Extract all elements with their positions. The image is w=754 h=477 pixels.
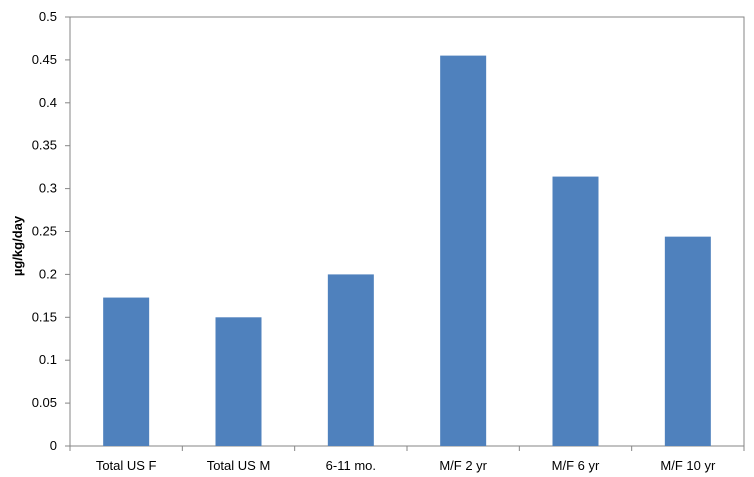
x-tick-label: M/F 6 yr	[552, 458, 600, 473]
bar	[215, 317, 262, 446]
y-tick-label: 0	[50, 438, 57, 453]
x-tick-label: 6-11 mo.	[326, 458, 376, 473]
y-tick-label: 0.05	[32, 395, 57, 410]
y-tick-label: 0.5	[39, 9, 57, 24]
bar	[327, 274, 374, 446]
y-tick-label: 0.4	[39, 95, 57, 110]
y-axis-title: µg/kg/day	[10, 215, 25, 276]
bar	[440, 55, 487, 447]
x-tick-label: Total US F	[96, 458, 157, 473]
x-tick-label: Total US M	[207, 458, 271, 473]
x-tick-label: M/F 10 yr	[660, 458, 716, 473]
y-tick-label: 0.25	[32, 224, 57, 239]
y-tick-label: 0.15	[32, 309, 57, 324]
y-tick-label: 0.3	[39, 181, 57, 196]
bar	[664, 236, 711, 446]
x-tick-label: M/F 2 yr	[439, 458, 487, 473]
y-tick-label: 0.45	[32, 52, 57, 67]
y-tick-label: 0.2	[39, 266, 57, 281]
y-tick-label: 0.1	[39, 352, 57, 367]
y-tick-label: 0.35	[32, 138, 57, 153]
plot-area: 0 0.05 0.1 0.15 0.2 0.25 0.3 0.35 0.4 0.45 0.5 Tota…	[32, 9, 745, 473]
bar	[552, 176, 599, 446]
plot-border	[69, 16, 745, 447]
bar	[103, 297, 150, 446]
